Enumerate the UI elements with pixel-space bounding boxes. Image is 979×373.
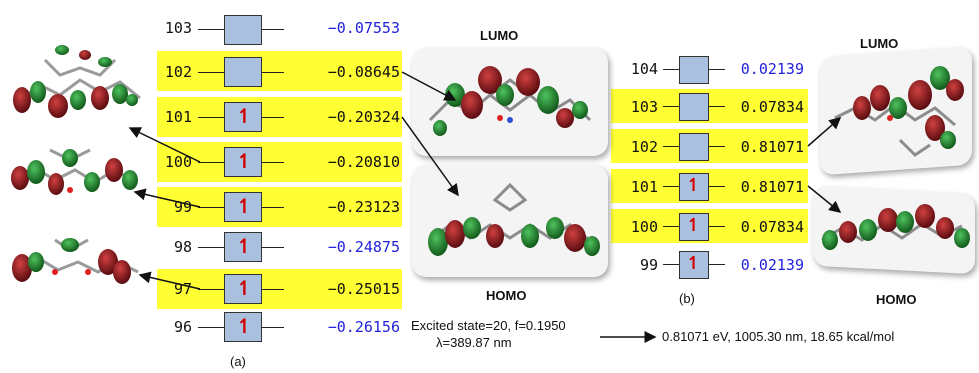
electron-arrow-icon: ↿ [236, 149, 253, 173]
orbital-box [679, 93, 709, 121]
electron-arrow-icon: ↿ [236, 234, 253, 258]
arrow-102-to-lumo [401, 71, 457, 101]
homo-label-a: HOMO [486, 288, 527, 303]
electron-arrow-icon: ↿ [686, 215, 702, 236]
level-index: 104 [630, 60, 658, 78]
energy-value: −0.24875 [327, 238, 400, 256]
lumo-label-b: LUMO [860, 36, 899, 51]
energy-value: 0.07834 [740, 98, 804, 116]
lumo-molecule-a [428, 66, 592, 136]
level-index: 102 [164, 63, 192, 81]
level-index: 100 [164, 153, 192, 171]
orbital-box [224, 102, 262, 132]
orbital-box [224, 312, 262, 342]
energy-value: 0.02139 [740, 256, 804, 274]
energy-value: −0.26156 [327, 318, 400, 336]
arrow-99-to-orbital [133, 188, 201, 208]
orbital-box [679, 56, 709, 84]
orbital-box [224, 192, 262, 222]
energy-value: 0.07834 [740, 218, 804, 236]
excited-state-text: Excited state=20, f=0.1950 [411, 318, 566, 333]
energy-value: 0.81071 [740, 178, 804, 196]
electron-arrow-icon: ↿ [686, 175, 702, 196]
electron-arrow-icon: ↿ [236, 276, 253, 300]
orbital-box [224, 15, 262, 45]
level-index: 99 [639, 256, 658, 274]
level-index: 100 [630, 218, 658, 236]
energy-value: 0.02139 [740, 60, 804, 78]
arrow-b-102-to-lumo [807, 117, 842, 147]
electron-arrow-icon: ↿ [236, 314, 253, 338]
orbital-box [224, 232, 262, 262]
orbital-mol-97 [12, 238, 139, 284]
arrow-97-to-orbital [138, 271, 201, 290]
energy-value: −0.25015 [327, 280, 400, 298]
orbital-box [679, 213, 709, 241]
electron-arrow-icon: ↿ [686, 253, 702, 274]
orbital-box [224, 57, 262, 87]
level-index: 101 [630, 178, 658, 196]
orbital-box [679, 133, 709, 161]
panel-a-label: (a) [230, 354, 246, 369]
orbital-box [679, 251, 709, 279]
arrow-100-to-orbital [128, 127, 201, 163]
energy-value: −0.23123 [327, 198, 400, 216]
homo-molecule-a [428, 182, 600, 256]
orbital-box [224, 274, 262, 304]
lumo-molecule-b [834, 66, 964, 157]
lumo-label-a: LUMO [480, 28, 519, 43]
energy-value: −0.20324 [327, 108, 400, 126]
homo-label-b: HOMO [876, 292, 917, 307]
orbital-box [679, 173, 709, 201]
energy-value: 0.81071 [740, 138, 804, 156]
level-index: 103 [630, 98, 658, 116]
electron-arrow-icon: ↿ [236, 104, 253, 128]
energy-value: −0.07553 [327, 19, 400, 37]
level-index: 103 [164, 19, 192, 37]
energy-value: −0.20810 [327, 153, 400, 171]
wavelength-text: λ=389.87 nm [436, 335, 512, 350]
level-index: 102 [630, 138, 658, 156]
orbital-mol-99 [11, 148, 138, 195]
orbital-mol-101 [13, 45, 141, 118]
orbital-box [224, 147, 262, 177]
homo-molecule-b [821, 204, 970, 250]
arrow-b-101-to-homo [807, 185, 842, 213]
highlight-row-102 [157, 51, 402, 91]
level-index: 96 [173, 318, 192, 336]
transition-text: 0.81071 eV, 1005.30 nm, 18.65 kcal/mol [662, 329, 895, 344]
electron-arrow-icon: ↿ [236, 194, 253, 218]
energy-value: −0.08645 [327, 63, 400, 81]
level-index: 98 [173, 238, 192, 256]
level-index: 101 [164, 108, 192, 126]
panel-b-label: (b) [679, 291, 695, 306]
arrow-101-to-homo [401, 116, 459, 197]
